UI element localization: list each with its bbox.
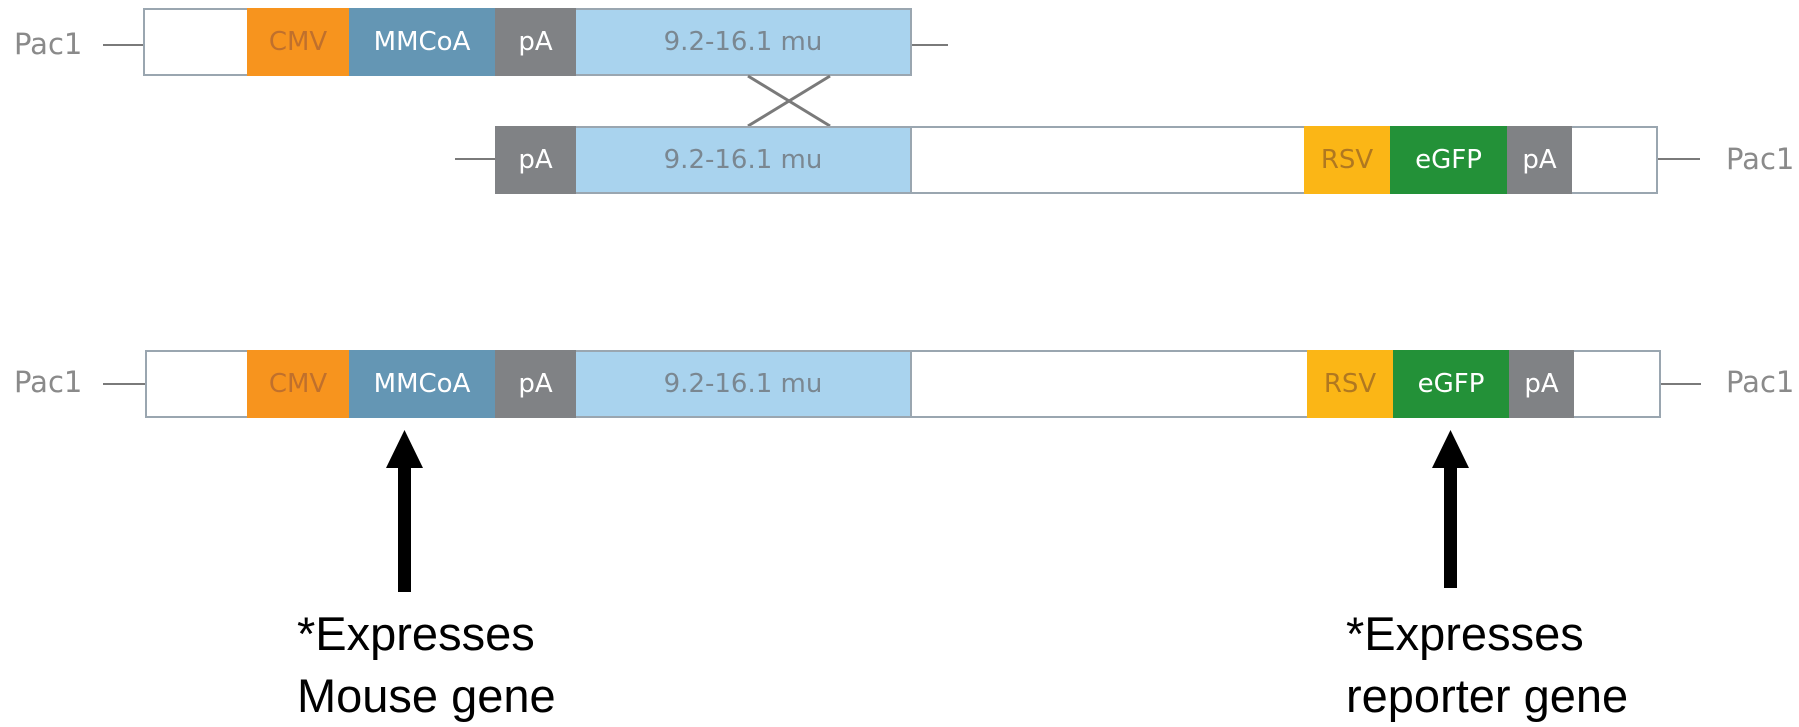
recombinant-left-line <box>103 383 145 385</box>
construct-a-mu-segment: 9.2-16.1 mu <box>576 8 912 76</box>
recombinant-right-line <box>1661 383 1701 385</box>
construct-b-right-label: Pac1 <box>1726 142 1795 176</box>
construct-a-left-label: Pac1 <box>14 27 83 61</box>
recombinant-cmv-segment: CMV <box>247 350 349 418</box>
crossover-line-2 <box>747 74 831 128</box>
construct-a-cmv-segment: CMV <box>247 8 349 76</box>
reporter-gene-note: *Expresses reporter gene <box>1346 603 1628 727</box>
mouse-gene-note-line2: Mouse gene <box>297 669 556 722</box>
recombinant-mu-segment: 9.2-16.1 mu <box>576 350 912 418</box>
construct-b-pa-left-segment: pA <box>495 126 576 194</box>
construct-a-mmcoa-segment: MMCoA <box>349 8 495 76</box>
reporter-gene-note-line2: reporter gene <box>1346 669 1629 722</box>
reporter-gene-arrow <box>1432 430 1469 588</box>
recombinant-right-label: Pac1 <box>1726 365 1795 399</box>
construct-a-left-line <box>103 44 143 46</box>
recombinant-pa-right-segment: pA <box>1509 350 1574 418</box>
construct-b-mu-segment: 9.2-16.1 mu <box>576 126 912 194</box>
construct-b-left-line <box>455 158 495 160</box>
recombinant-mmcoa-segment: MMCoA <box>349 350 495 418</box>
construct-a-pa-segment: pA <box>495 8 576 76</box>
recombinant-left-label: Pac1 <box>14 365 83 399</box>
construct-b-pa-right-segment: pA <box>1507 126 1572 194</box>
recombinant-egfp-segment: eGFP <box>1393 350 1509 418</box>
recombinant-rsv-segment: RSV <box>1307 350 1393 418</box>
construct-a-right-line <box>912 44 948 46</box>
construct-b-right-line <box>1658 158 1700 160</box>
mouse-gene-note: *Expresses Mouse gene <box>297 603 556 727</box>
mouse-gene-note-line1: *Expresses <box>297 607 535 660</box>
construct-b-rsv-segment: RSV <box>1304 126 1390 194</box>
reporter-gene-note-line1: *Expresses <box>1346 607 1584 660</box>
mouse-gene-arrow <box>386 430 423 592</box>
construct-b-egfp-segment: eGFP <box>1390 126 1507 194</box>
recombinant-pa-left-segment: pA <box>495 350 576 418</box>
